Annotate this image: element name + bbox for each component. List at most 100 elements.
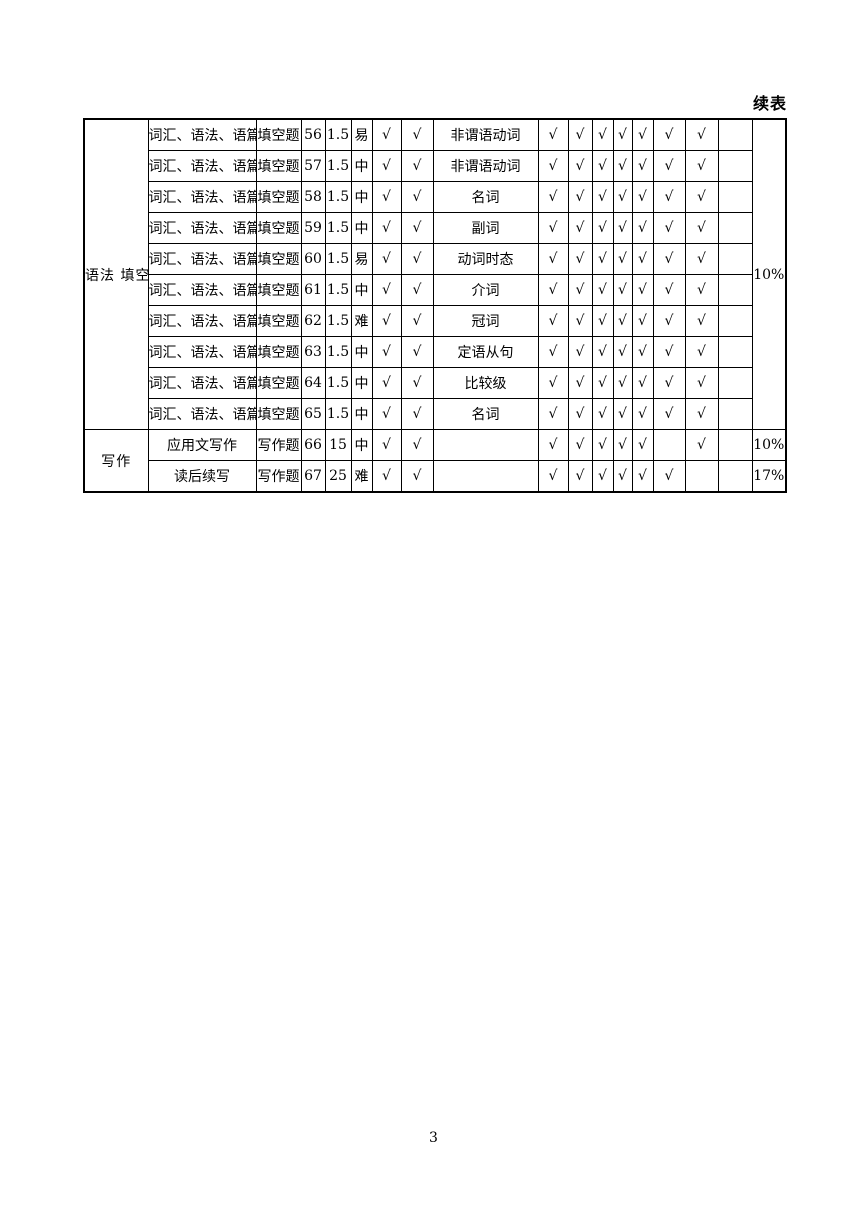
cell-content: 词汇、语法、语篇 [147,274,257,306]
cell-check-3: √ [591,367,614,399]
table-row: 词汇、语法、语篇 填空题 64 1.5 中 √ √ 比较级 √ √ √ √ √ √ √ [84,367,786,399]
table-row: 词汇、语法、语篇 填空题 61 1.5 中 √ √ 介词 √ √ √ √ √ √ √ [84,274,786,306]
cell-check-2: √ [567,398,593,430]
cell-check-4: √ [612,367,633,399]
page-number: 3 [429,1130,438,1146]
cell-check-1: √ [537,460,569,493]
cell-blank [717,398,753,430]
cell-question-type: 填空题 [255,398,302,430]
cell-check-3: √ [591,181,614,213]
cell-question-type: 填空题 [255,367,302,399]
cell-check-5: √ [631,181,654,213]
cell-check-6: √ [652,181,686,213]
cell-blank [717,429,753,461]
cell-check-a: √ [371,336,402,368]
cell-blank [717,367,753,399]
cell-knowledge-point: 定语从句 [432,336,539,368]
cell-check-5: √ [631,429,654,461]
cell-check-b: √ [400,150,434,182]
cell-question-number: 58 [300,181,326,213]
cell-question-type: 填空题 [255,243,302,275]
cell-check-b: √ [400,398,434,430]
cell-question-type: 填空题 [255,336,302,368]
cell-check-1: √ [537,243,569,275]
cell-check-2: √ [567,367,593,399]
cell-question-number: 67 [300,460,326,493]
cell-check-4: √ [612,118,633,151]
cell-check-7: √ [684,367,719,399]
cell-blank [717,181,753,213]
cell-check-2: √ [567,336,593,368]
cell-check-b: √ [400,181,434,213]
cell-question-number: 64 [300,367,326,399]
cell-check-b: √ [400,429,434,461]
cell-check-2: √ [567,274,593,306]
cell-check-1: √ [537,212,569,244]
cell-check-6: √ [652,398,686,430]
cell-check-a: √ [371,150,402,182]
cell-check-b: √ [400,118,434,151]
cell-score: 1.5 [324,150,352,182]
cell-question-type: 填空题 [255,150,302,182]
cell-check-b: √ [400,274,434,306]
cell-score: 1.5 [324,274,352,306]
cell-check-6: √ [652,212,686,244]
cell-check-5: √ [631,460,654,493]
table-row: 词汇、语法、语篇 填空题 59 1.5 中 √ √ 副词 √ √ √ √ √ √ √ [84,212,786,244]
cell-score: 1.5 [324,181,352,213]
cell-content: 词汇、语法、语篇 [147,336,257,368]
cell-question-type: 填空题 [255,305,302,337]
cell-question-number: 59 [300,212,326,244]
cell-check-1: √ [537,336,569,368]
cell-check-6: √ [652,305,686,337]
cell-check-2: √ [567,460,593,493]
cell-content: 读后续写 [147,460,257,493]
cell-question-type: 写作题 [255,460,302,493]
cell-check-6: √ [652,367,686,399]
cell-check-4: √ [612,181,633,213]
cell-question-type: 填空题 [255,274,302,306]
cell-content: 词汇、语法、语篇 [147,212,257,244]
cell-check-6: √ [652,460,686,493]
cell-check-7: √ [684,274,719,306]
cell-check-4: √ [612,336,633,368]
cell-check-1: √ [537,398,569,430]
cell-difficulty: 易 [350,243,373,275]
cell-difficulty: 难 [350,460,373,493]
cell-check-3: √ [591,243,614,275]
cell-check-2: √ [567,429,593,461]
table-row: 词汇、语法、语篇 填空题 60 1.5 易 √ √ 动词时态 √ √ √ √ √ √ √ [84,243,786,275]
cell-check-a: √ [371,367,402,399]
cell-check-3: √ [591,118,614,151]
cell-knowledge-point: 副词 [432,212,539,244]
cell-check-6: √ [652,150,686,182]
cell-check-4: √ [612,305,633,337]
table-row: 词汇、语法、语篇 填空题 58 1.5 中 √ √ 名词 √ √ √ √ √ √ √ [84,181,786,213]
continued-table-label: 续表 [752,94,787,113]
cell-check-3: √ [591,212,614,244]
cell-question-number: 61 [300,274,326,306]
cell-score: 1.5 [324,243,352,275]
table-row: 词汇、语法、语篇 填空题 65 1.5 中 √ √ 名词 √ √ √ √ √ √ √ [84,398,786,430]
cell-check-3: √ [591,274,614,306]
cell-check-7: √ [684,336,719,368]
exam-table-body: 语法 填空 词汇、语法、语篇 填空题 56 1.5 易 √ √ 非谓语动词 √ √ √ √ √ √ √ 10% 词… [83,118,787,493]
cell-check-a: √ [371,305,402,337]
cell-score: 1.5 [324,118,352,151]
cell-score: 1.5 [324,367,352,399]
cell-difficulty: 中 [350,150,373,182]
cell-question-number: 62 [300,305,326,337]
cell-check-4: √ [612,274,633,306]
cell-blank [717,274,753,306]
cell-knowledge-point: 冠词 [432,305,539,337]
cell-check-4: √ [612,212,633,244]
cell-check-7: √ [684,181,719,213]
cell-percent: 17% [751,460,787,493]
cell-score: 1.5 [324,212,352,244]
cell-content: 词汇、语法、语篇 [147,398,257,430]
cell-knowledge-point: 比较级 [432,367,539,399]
table-row: 写作 应用文写作 写作题 66 15 中 √ √ √ √ √ √ √ √ 10% [83,429,787,493]
table-row: 词汇、语法、语篇 填空题 62 1.5 难 √ √ 冠词 √ √ √ √ √ √ √ [84,305,786,337]
cell-check-4: √ [612,460,633,493]
cell-knowledge-point: 非谓语动词 [432,150,539,182]
